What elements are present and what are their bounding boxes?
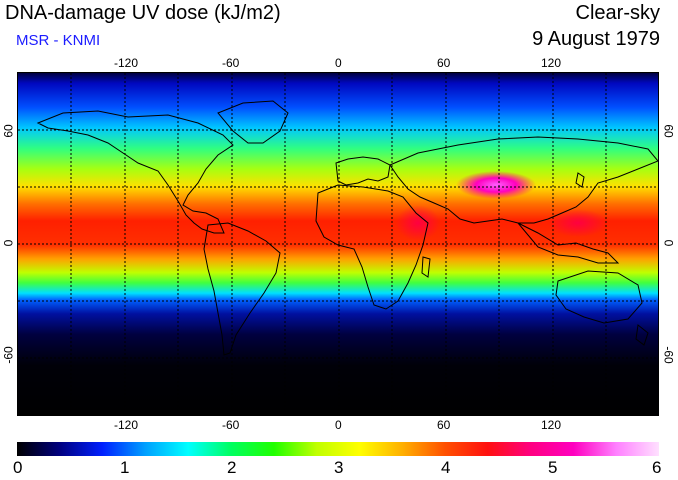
- date-label: 9 August 1979: [532, 28, 660, 50]
- graticule: [18, 73, 658, 415]
- lat-tick-right: -60: [661, 346, 676, 364]
- north-america-coast: [36, 110, 234, 234]
- asia-coast: [389, 136, 658, 224]
- sky-condition-label: Clear-sky: [575, 2, 660, 24]
- lon-tick-bottom: 120: [541, 418, 562, 432]
- europe-coast: [335, 156, 391, 186]
- lat-tick-left: -60: [1, 346, 16, 364]
- uv-dose-map: [17, 72, 659, 416]
- lon-tick-bottom: -60: [222, 418, 240, 432]
- lon-tick-top: -60: [222, 56, 240, 70]
- lon-tick-bottom: 60: [437, 418, 451, 432]
- map-title: DNA-damage UV dose (kJ/m2): [5, 2, 281, 24]
- south-america-coast: [203, 222, 281, 356]
- high-dose-region: [548, 209, 608, 237]
- colorbar-label: 2: [227, 458, 237, 477]
- uv-dose-map-svg: [18, 73, 658, 415]
- lat-tick-right: 60: [661, 124, 676, 138]
- greenland-coast: [217, 100, 289, 144]
- new-zealand-coast: [635, 324, 649, 346]
- lat-tick-left: 60: [1, 124, 16, 138]
- lat-tick-left: 0: [1, 239, 16, 247]
- map-subtitle: MSR - KNMI: [16, 32, 101, 49]
- colorbar: [17, 442, 659, 456]
- colorbar-label: 6: [652, 458, 662, 477]
- lon-tick-top: 0: [335, 56, 342, 70]
- lon-tick-bottom: 0: [335, 418, 342, 432]
- indonesia-coast: [517, 222, 620, 264]
- colorbar-label: 1: [120, 458, 130, 477]
- high-dose-region: [396, 205, 440, 241]
- lat-tick-right: 0: [661, 239, 676, 247]
- coastlines: [36, 100, 658, 356]
- lon-tick-bottom: -120: [114, 418, 139, 432]
- colorbar-label: 3: [334, 458, 344, 477]
- colorbar-gradient: [17, 442, 659, 456]
- colorbar-label: 4: [441, 458, 451, 477]
- high-dose-region: [456, 171, 536, 199]
- lon-tick-top: -120: [114, 56, 139, 70]
- madagascar-coast: [421, 256, 431, 278]
- lon-tick-top: 60: [437, 56, 451, 70]
- japan-coast: [575, 172, 585, 188]
- lon-tick-top: 120: [541, 56, 562, 70]
- africa-coast: [315, 184, 429, 310]
- australia-coast: [555, 270, 643, 324]
- colorbar-label: 5: [548, 458, 558, 477]
- colorbar-label: 0: [13, 458, 23, 477]
